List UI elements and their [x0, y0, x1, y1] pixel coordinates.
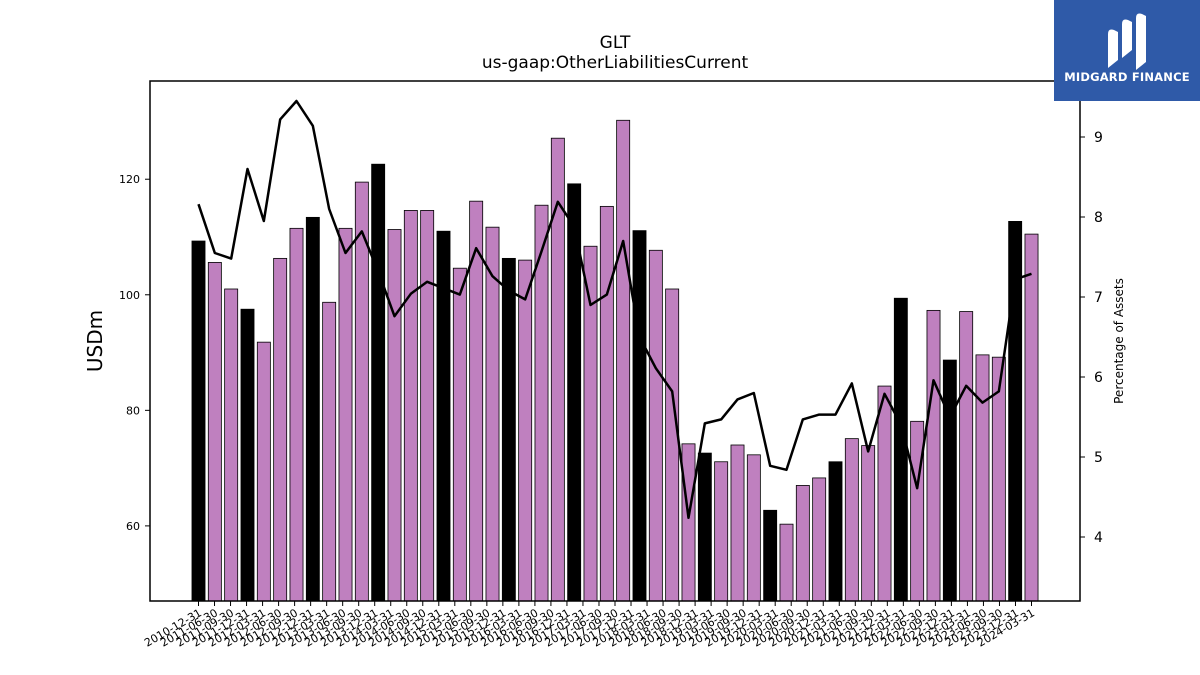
- bar: [240, 308, 255, 602]
- bar: [403, 210, 418, 602]
- bar: [926, 309, 941, 602]
- y-axis-right: 4 5 6 7 8 9: [1080, 130, 1103, 546]
- bar: [714, 461, 729, 602]
- bar: [616, 119, 631, 602]
- y-axis-right-label: Percentage of Assets: [1112, 278, 1126, 404]
- bar: [191, 240, 206, 602]
- bar: [942, 359, 957, 602]
- chart-title: GLT: [600, 33, 631, 53]
- bar: [371, 163, 386, 602]
- bar: [861, 445, 876, 602]
- bar: [632, 230, 647, 602]
- bar: [207, 262, 222, 602]
- bar: [501, 257, 516, 602]
- bar: [387, 229, 402, 602]
- bar: [681, 443, 696, 602]
- chart-subtitle: us-gaap:OtherLiabilitiesCurrent: [482, 53, 749, 73]
- bar: [648, 249, 663, 602]
- y-right-tick-label: 9: [1094, 130, 1103, 146]
- y-right-tick-label: 6: [1094, 370, 1103, 386]
- y-left-tick-label: 60: [126, 520, 140, 533]
- bar: [975, 354, 990, 602]
- bar: [779, 523, 794, 602]
- bar: [599, 205, 614, 602]
- logo-text: MIDGARD FINANCE: [1064, 70, 1190, 84]
- bar: [763, 509, 778, 602]
- bar: [420, 210, 435, 602]
- midgard-finance-logo: MIDGARD FINANCE: [1054, 0, 1200, 101]
- bar: [338, 227, 353, 602]
- y-right-tick-label: 7: [1094, 290, 1103, 306]
- midgard-logo-icon: [1108, 13, 1146, 70]
- bar: [795, 485, 810, 602]
- y-left-tick-label: 100: [119, 289, 140, 302]
- y-right-tick-label: 5: [1094, 450, 1103, 466]
- bar: [224, 288, 239, 602]
- x-axis: 2010-12-312011-06-302011-09-302011-12-31…: [142, 601, 1037, 650]
- y-right-tick-label: 4: [1094, 530, 1103, 546]
- bar: [893, 297, 908, 602]
- bar: [828, 461, 843, 602]
- plot-frame: [149, 80, 1081, 602]
- bar: [746, 454, 761, 602]
- bar: [697, 452, 712, 602]
- bar: [910, 420, 925, 602]
- bar: [665, 288, 680, 602]
- bar: [452, 267, 467, 602]
- y-axis-left-label: USDm: [83, 310, 107, 372]
- bar: [256, 341, 271, 602]
- bar: [322, 301, 337, 602]
- bar: [273, 257, 288, 602]
- bar: [485, 226, 500, 602]
- bar: [959, 311, 974, 602]
- y-axis-left: 60 80 100 120: [119, 173, 150, 533]
- bar: [518, 259, 533, 602]
- y-left-tick-label: 80: [126, 404, 140, 417]
- y-left-tick-label: 120: [119, 173, 140, 186]
- line-path: [197, 99, 1032, 520]
- bar: [1024, 233, 1039, 602]
- bar-series: [191, 119, 1039, 602]
- bar: [305, 216, 320, 602]
- bar: [844, 438, 859, 602]
- bar: [730, 444, 745, 602]
- line-series: [197, 99, 1032, 520]
- bar: [289, 227, 304, 602]
- y-right-tick-label: 8: [1094, 210, 1103, 226]
- bar: [877, 385, 892, 602]
- bar: [812, 477, 827, 602]
